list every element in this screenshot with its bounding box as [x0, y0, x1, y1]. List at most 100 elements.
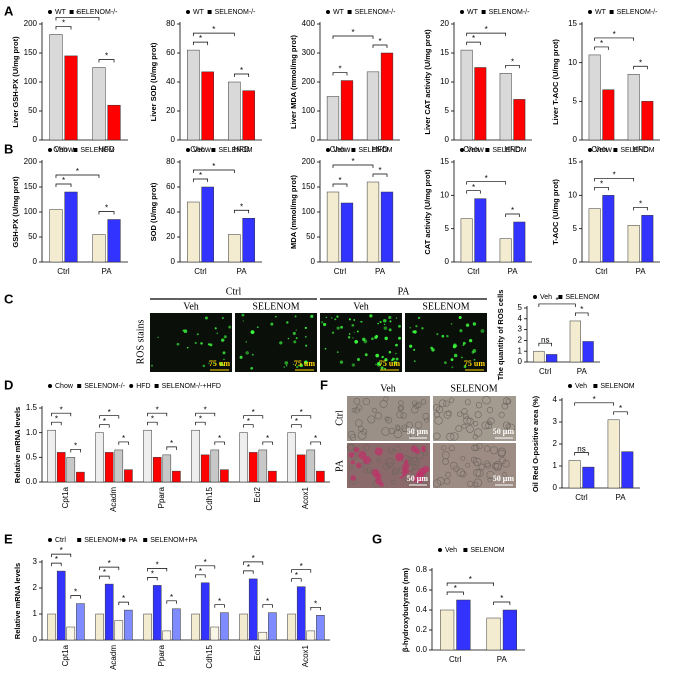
cell [448, 445, 455, 452]
fluorescence-dot [472, 322, 477, 326]
y-tick-label: 40 [166, 77, 175, 86]
legend-marker [121, 538, 126, 542]
y-tick-label: 0 [445, 135, 450, 144]
sig-label: ns [577, 445, 585, 454]
fluorescence-dot [371, 337, 374, 341]
lipid-stain [421, 447, 426, 453]
sig-label: * [351, 157, 354, 166]
fluorescence-dot [275, 316, 277, 318]
sig-bracket [233, 209, 250, 214]
sig-bracket [192, 32, 235, 37]
cell [473, 420, 479, 427]
bar [641, 215, 654, 263]
sig-bracket [99, 575, 110, 580]
y-tick-label: 1.0 [26, 428, 38, 437]
sig-label: * [500, 594, 503, 603]
legend-marker [588, 10, 592, 14]
sig-bracket [55, 183, 72, 187]
legend-marker [351, 148, 356, 152]
x-tick-label: Ctrl [194, 267, 207, 276]
sig-label: * [472, 183, 475, 192]
cell [486, 406, 494, 414]
sig-bracket [147, 421, 158, 426]
y-tick-label: 2 [518, 336, 523, 345]
x-tick-label: Cdh15 [205, 486, 214, 510]
x-tick-label: Cpt1a [61, 644, 70, 666]
fluorescence-dot [465, 323, 470, 327]
lipid-stain [404, 459, 409, 464]
column-label: Veh [380, 383, 396, 394]
cell [457, 411, 463, 417]
sig-bracket [332, 164, 374, 168]
sig-bracket [233, 73, 250, 77]
y-tick-label: 0.0 [416, 645, 428, 654]
fluorescence-dot [292, 331, 296, 335]
cell [472, 444, 480, 452]
column-label: SELENOM [252, 301, 299, 312]
sig-label: * [252, 554, 255, 563]
bar [49, 34, 63, 141]
fluorescence-dot [176, 342, 180, 346]
x-tick-label: Chow [330, 145, 351, 154]
fluorescence-dot [409, 344, 413, 348]
fluorescence-dot [239, 355, 243, 359]
fluorescence-dot [443, 361, 447, 365]
fluorescence-dot [295, 329, 297, 331]
cell [366, 466, 373, 473]
legend-label: SELENOM+ [84, 537, 122, 544]
bar [49, 209, 63, 263]
legend-marker [77, 384, 82, 388]
cell [467, 480, 474, 488]
sig-bracket [243, 415, 264, 419]
cell [416, 452, 424, 460]
legend-marker [154, 384, 159, 388]
y-tick-label: 20 [440, 19, 449, 28]
lipid-stain [400, 476, 404, 480]
legend-label: Veh [595, 147, 607, 154]
y-tick-label: 100 [24, 77, 38, 86]
fluorescence-dot [472, 349, 477, 353]
x-tick-label: Ctrl [467, 267, 480, 276]
y-tick-label: 10 [440, 190, 449, 199]
fluorescence-dot [151, 364, 153, 367]
bar [326, 191, 340, 263]
y-tick-label: 0 [311, 135, 316, 144]
legend-label: SELENOM-/- [84, 383, 126, 390]
cell [443, 400, 450, 407]
cell [361, 428, 368, 435]
fluorescence-dot [242, 320, 244, 322]
y-tick-label: 4 [553, 395, 558, 404]
scale-bar-label: 75 um [209, 359, 230, 368]
fluorescence-dot [364, 353, 368, 357]
y-axis-title: GSH-PX (U/mg prot) [11, 176, 20, 248]
cell [388, 427, 395, 435]
fluorescence-dot [331, 317, 333, 319]
bar [107, 104, 121, 141]
lipid-stain [350, 475, 356, 481]
legend-label: Veh [540, 294, 552, 301]
cell [442, 458, 449, 465]
bar [258, 449, 268, 483]
cell [403, 475, 410, 482]
fluorescence-dot [283, 366, 286, 368]
sig-label: * [485, 174, 488, 183]
sig-bracket [594, 186, 609, 191]
x-tick-label: PA [635, 267, 646, 276]
cell [478, 463, 486, 471]
fluorescence-dot [384, 336, 388, 341]
sig-bracket [51, 562, 62, 567]
fluorescence-dot [325, 316, 328, 319]
y-tick-label: 15 [440, 48, 449, 57]
cell [465, 462, 471, 468]
cell [413, 403, 420, 409]
legend-marker [326, 10, 330, 14]
bar [513, 99, 526, 141]
cell [448, 397, 455, 403]
y-tick-label: 0 [171, 135, 176, 144]
bar [210, 449, 220, 483]
lipid-stain [358, 451, 367, 460]
x-tick-label: PA [375, 267, 386, 276]
cell [347, 443, 355, 452]
fluorescence-dot [380, 366, 384, 370]
sig-bracket [633, 65, 648, 70]
